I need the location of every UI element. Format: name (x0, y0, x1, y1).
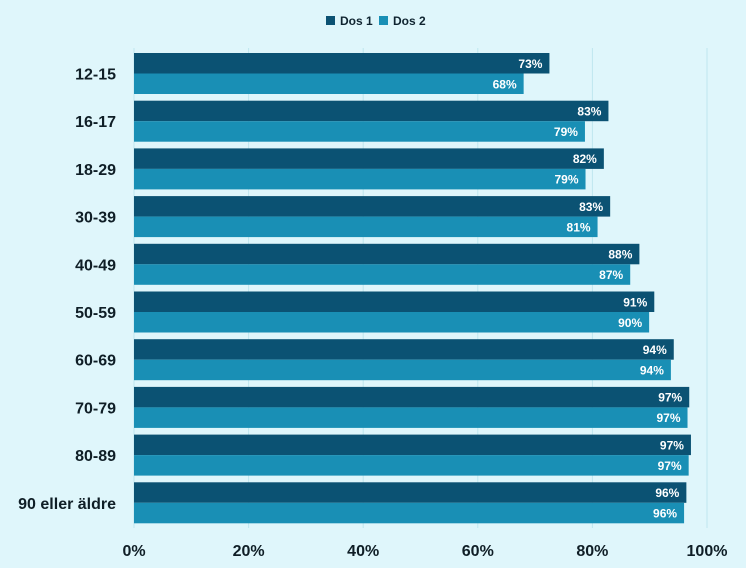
category-labels: 12-15 16-17 18-29 30-39 40-49 50-59 60-69 70-79… (18, 67, 116, 513)
bar (134, 482, 687, 503)
tick-label: 0% (122, 543, 145, 560)
legend-swatch (326, 16, 335, 25)
data-label: 73% (518, 57, 542, 71)
bar (134, 243, 640, 265)
category-label: 80-89 (75, 448, 116, 465)
bar (134, 312, 650, 333)
category-label: 18-29 (75, 162, 116, 179)
category-label: 70-79 (75, 400, 116, 417)
data-label: 79% (554, 173, 578, 187)
bars: 73%68%83%79%82%79%83%81%88%87%91%90%94%9… (134, 53, 691, 524)
category-label: 90 eller äldre (18, 496, 116, 513)
category-label: 40-49 (75, 257, 116, 274)
tick-label: 80% (576, 543, 608, 560)
bar (134, 168, 586, 190)
bar (134, 455, 689, 476)
bar (134, 291, 655, 312)
bar (134, 73, 524, 94)
legend: Dos 1 Dos 2 (326, 14, 426, 28)
data-label: 82% (573, 152, 597, 166)
bar (134, 339, 674, 360)
data-label: 94% (643, 343, 667, 357)
category-label: 60-69 (75, 353, 116, 370)
data-label: 96% (655, 486, 679, 500)
x-axis-ticks: 0% 20% 40% 60% 80% 100% (122, 543, 727, 560)
bar (134, 502, 685, 524)
data-label: 90% (618, 316, 642, 330)
data-label: 87% (599, 268, 623, 282)
bar (134, 359, 671, 381)
category-label: 50-59 (75, 305, 116, 322)
tick-label: 60% (462, 543, 494, 560)
bar (134, 196, 611, 217)
data-label: 83% (577, 104, 601, 118)
bar (134, 148, 604, 169)
bar (134, 121, 585, 142)
legend-label: Dos 2 (393, 14, 426, 28)
tick-label: 40% (347, 543, 379, 560)
tick-label: 20% (233, 543, 265, 560)
data-label: 91% (623, 295, 647, 309)
legend-swatch (379, 16, 388, 25)
bar (134, 386, 690, 408)
category-label: 30-39 (75, 210, 116, 227)
bar (134, 407, 688, 428)
data-label: 68% (493, 77, 517, 91)
bar (134, 216, 598, 238)
bar (134, 264, 631, 285)
legend-label: Dos 1 (340, 14, 373, 28)
data-label: 83% (579, 200, 603, 214)
data-label: 81% (567, 220, 591, 234)
bar (134, 100, 609, 122)
data-label: 94% (640, 363, 664, 377)
data-label: 88% (608, 248, 632, 262)
data-label: 97% (658, 459, 682, 473)
data-label: 96% (653, 507, 677, 521)
category-label: 16-17 (75, 114, 116, 131)
category-label: 12-15 (75, 67, 116, 84)
bar (134, 53, 550, 74)
data-label: 79% (554, 125, 578, 139)
bar (134, 434, 691, 456)
data-label: 97% (656, 411, 680, 425)
tick-label: 100% (687, 543, 728, 560)
data-label: 97% (658, 391, 682, 405)
data-label: 97% (660, 438, 684, 452)
